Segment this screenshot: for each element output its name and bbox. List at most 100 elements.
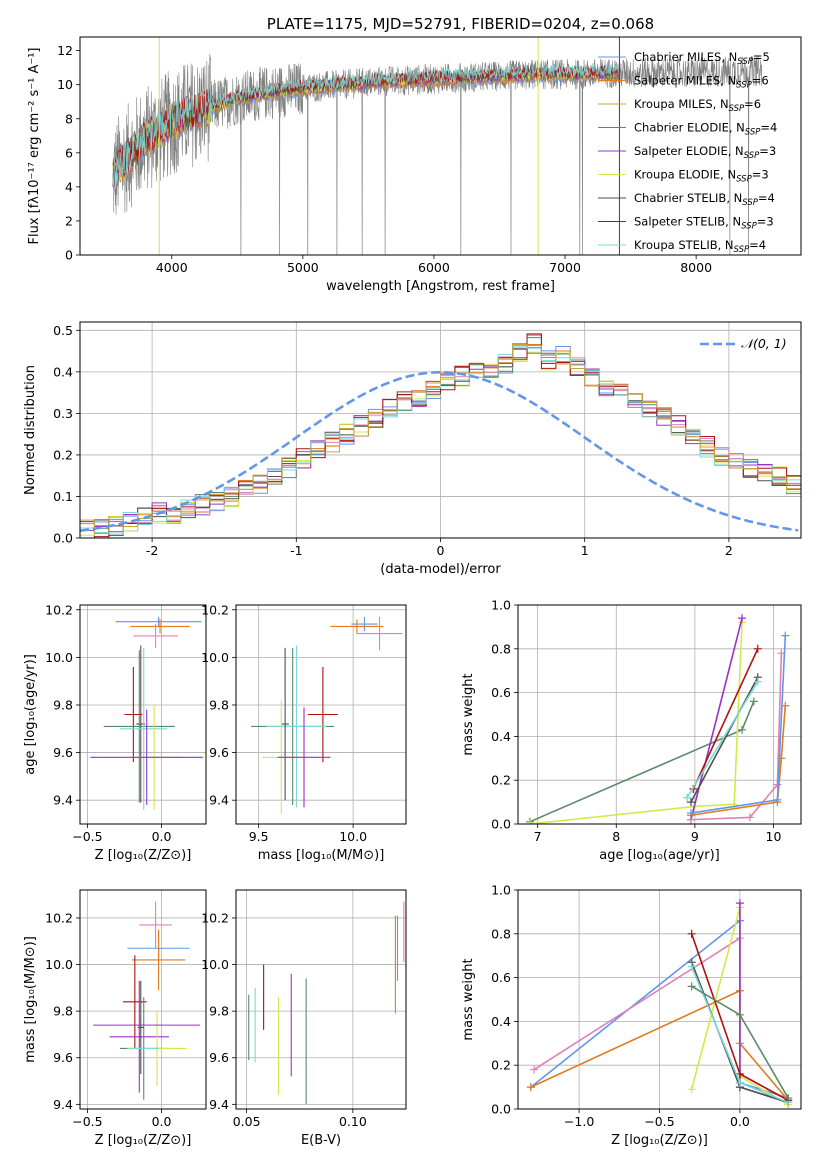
y-tick-label: 4 — [65, 179, 73, 194]
legend-label: Chabrier STELIB, N — [634, 191, 742, 205]
y-axis-label: mass weight — [461, 958, 476, 1040]
gaussian-curve — [80, 370, 799, 533]
series-marker — [526, 1083, 535, 1092]
series-marker — [753, 644, 762, 653]
series-line-pink — [533, 936, 789, 1101]
plot-area — [80, 333, 801, 538]
x-tick-label: 10 — [766, 829, 782, 844]
y-tick-label: 9.4 — [209, 1097, 229, 1112]
legend-sub: SSP — [736, 175, 752, 185]
series-line-chabrier-stelib — [690, 676, 759, 803]
y-tick-label: 10 — [57, 77, 73, 92]
histogram-step-salpeter-miles — [80, 344, 801, 538]
legend-tail: =3 — [757, 215, 774, 229]
legend-sub: SSP — [729, 104, 745, 114]
legend-tail: =4 — [749, 238, 766, 252]
y-tick-label: 0.0 — [491, 1102, 511, 1117]
y-axis-label: mass weight — [461, 673, 476, 755]
chart-age-massweight: 7 8 9 10 0.0 0.2 0.4 0.6 0.8 1.0 age [log₁₀(age/yr… — [461, 598, 802, 863]
series-marker — [753, 677, 762, 686]
legend-tail: =6 — [752, 74, 769, 88]
x-axis-label: Z [log₁₀(Z/Z⊙)] — [611, 1133, 708, 1148]
plot-area — [112, 37, 762, 255]
legend-sub: SSP — [745, 128, 761, 138]
x-tick-label: 4000 — [156, 260, 188, 275]
y-tick-label: 10.0 — [201, 650, 229, 665]
legend-sub: SSP — [734, 245, 750, 255]
series-marker — [686, 798, 695, 807]
x-tick-label: 0.0 — [152, 829, 172, 844]
legend-tail: =6 — [744, 97, 761, 111]
series-marker — [738, 614, 747, 623]
x-axis-label: Z [log₁₀(Z/Z⊙)] — [95, 848, 192, 863]
legend-tail: =5 — [753, 50, 770, 64]
axes-frame — [235, 889, 407, 1110]
series-line-chabrier-elodie — [529, 701, 755, 823]
y-tick-label: 10.0 — [45, 957, 73, 972]
y-tick-label: 10.0 — [201, 957, 229, 972]
x-tick-label: 8000 — [680, 260, 712, 275]
y-tick-label: 0.2 — [53, 447, 73, 462]
series-marker — [683, 793, 692, 802]
series-line-salpeter-miles — [690, 705, 787, 817]
series-line-salpeter-stelib — [692, 648, 759, 790]
chart-z-age: −0.5 0.0 9.4 9.6 9.8 10.0 10.2 Z [log₁₀(Z/Z⊙)] a… — [23, 602, 207, 863]
legend-entry: Chabrier MILES, NSSP=5 — [634, 50, 770, 67]
series-line-kroupa-stelib — [686, 681, 759, 799]
y-tick-label: 12 — [57, 43, 73, 58]
histogram-step-kroupa-stelib — [80, 345, 801, 535]
plot-area — [93, 901, 201, 1100]
histogram-step-chabrier-stelib — [80, 333, 801, 536]
legend-entry: Salpeter STELIB, NSSP=3 — [634, 215, 774, 232]
y-tick-label: 0.6 — [491, 970, 511, 985]
x-tick-label: 2 — [725, 543, 733, 558]
plot-area — [525, 614, 790, 824]
legend-entry: Kroupa MILES, NSSP=6 — [634, 97, 761, 114]
x-tick-label: −0.5 — [72, 1114, 102, 1129]
histogram-step-kroupa-miles — [80, 344, 801, 534]
series-marker — [749, 697, 758, 706]
y-tick-label: 9.8 — [53, 697, 73, 712]
x-axis-label: wavelength [Angstrom, rest frame] — [326, 279, 555, 294]
axes-frame — [79, 604, 207, 825]
x-tick-label: 0 — [437, 543, 445, 558]
y-tick-label: 10.2 — [201, 602, 229, 617]
x-tick-label: 0.0 — [730, 1114, 750, 1129]
x-tick-label: 9.5 — [249, 829, 269, 844]
y-tick-label: 0.0 — [53, 531, 73, 546]
legend-entry: Kroupa STELIB, NSSP=4 — [634, 238, 766, 255]
legend-label: Kroupa STELIB, N — [634, 238, 734, 252]
y-tick-label: 9.6 — [53, 745, 73, 760]
x-tick-label: 7000 — [549, 260, 581, 275]
legend-label: Chabrier MILES, N — [634, 50, 737, 64]
y-tick-label: 9.4 — [53, 1097, 73, 1112]
y-tick-label: 0.4 — [491, 729, 511, 744]
y-tick-label: 0.5 — [53, 323, 73, 338]
x-tick-label: -2 — [146, 543, 158, 558]
legend-entry: Salpeter ELODIE, NSSP=3 — [634, 144, 776, 161]
y-tick-label: 10.0 — [45, 650, 73, 665]
y-tick-label: 0.6 — [491, 685, 511, 700]
y-axis-label: Normed distribution — [23, 365, 38, 495]
series-line-kroupa-elodie — [529, 622, 743, 824]
y-tick-label: 6 — [65, 145, 73, 160]
histogram-step-salpeter-stelib — [80, 333, 801, 538]
series-marker — [687, 982, 696, 991]
y-tick-label: 0.0 — [491, 817, 511, 832]
legend-entry: Chabrier STELIB, NSSP=4 — [634, 191, 775, 208]
y-tick-label: 10.2 — [45, 910, 73, 925]
chart-title: PLATE=1175, MJD=52791, FIBERID=0204, z=0… — [267, 15, 654, 33]
histogram-step-chabrier-elodie — [80, 337, 801, 538]
y-tick-label: 0.4 — [491, 1014, 511, 1029]
plot-area — [526, 899, 793, 1109]
x-tick-label: 1 — [581, 543, 589, 558]
chart-z-massweight: −1.0 −0.5 0.0 0.0 0.2 0.4 0.6 0.8 1.0 Z [log₁₀(Z/… — [461, 883, 802, 1148]
plot-area — [90, 616, 204, 810]
y-tick-label: 0.4 — [53, 364, 73, 379]
legend-entry: 𝒩(0, 1) — [741, 336, 787, 351]
y-tick-label: 0.2 — [491, 1058, 511, 1073]
y-tick-label: 0 — [65, 248, 73, 263]
series-marker — [530, 1065, 539, 1074]
x-tick-label: 10.0 — [339, 829, 367, 844]
